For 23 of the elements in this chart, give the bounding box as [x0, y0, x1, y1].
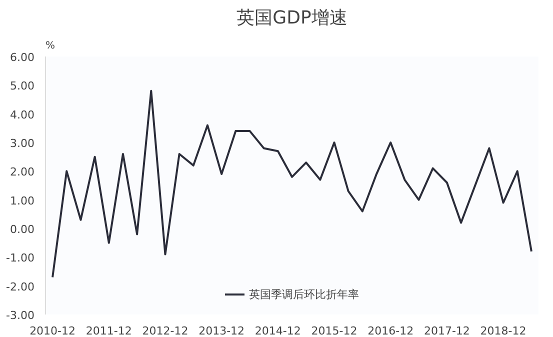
x-tick-label: 2015-12 [311, 324, 358, 337]
y-tick-label: 6.00 [10, 51, 35, 64]
x-tick-label: 2018-12 [480, 324, 526, 337]
x-tick-label: 2011-12 [86, 324, 132, 337]
y-tick-label: 0.00 [10, 223, 35, 236]
x-tick-label: 2013-12 [198, 324, 245, 337]
line-series [52, 90, 532, 278]
y-tick-label: -2.00 [6, 280, 35, 294]
y-axis-title: % [46, 40, 56, 52]
x-tick-label: 2016-12 [368, 324, 414, 337]
y-tick-label: 1.00 [10, 194, 35, 208]
chart-title: 英国GDP增速 [236, 8, 348, 28]
x-tick-label: 2010-12 [30, 324, 76, 337]
legend-label: 英国季调后环比折年率 [249, 286, 359, 302]
y-tick-label: -1.00 [6, 252, 35, 265]
y-tick-label: 4.00 [10, 108, 35, 122]
x-tick-label: 2017-12 [424, 324, 470, 337]
y-tick-label: -3.00 [6, 309, 35, 322]
x-tick-label: 2012-12 [142, 324, 188, 337]
x-tick-label: 2014-12 [254, 324, 301, 337]
y-tick-label: 3.00 [10, 137, 35, 150]
y-tick-label: 5.00 [10, 80, 35, 93]
y-tick-label: 2.00 [10, 166, 35, 179]
